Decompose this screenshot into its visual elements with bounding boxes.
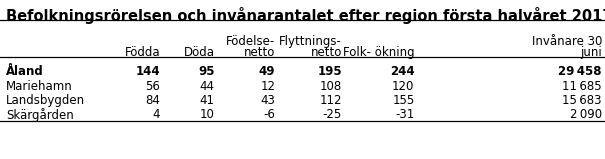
Text: 120: 120 (392, 80, 414, 93)
Text: -6: -6 (263, 108, 275, 121)
Text: 4: 4 (153, 108, 160, 121)
Text: Flyttnings-: Flyttnings- (279, 35, 342, 48)
Text: 43: 43 (260, 94, 275, 107)
Text: netto: netto (310, 46, 342, 59)
Text: 84: 84 (145, 94, 160, 107)
Text: 44: 44 (200, 80, 215, 93)
Text: 56: 56 (145, 80, 160, 93)
Text: 108: 108 (319, 80, 342, 93)
Text: juni: juni (580, 46, 602, 59)
Text: netto: netto (244, 46, 275, 59)
Text: Åland: Åland (6, 65, 44, 78)
Text: Befolkningsrörelsen och invånarantalet efter region första halvåret 2017: Befolkningsrörelsen och invånarantalet e… (6, 7, 605, 24)
Text: 10: 10 (200, 108, 215, 121)
Text: Födelse-: Födelse- (226, 35, 275, 48)
Text: 195: 195 (317, 65, 342, 78)
Text: Döda: Döda (184, 46, 215, 59)
Text: Invånare 30: Invånare 30 (532, 35, 602, 48)
Text: -31: -31 (395, 108, 414, 121)
Text: 144: 144 (136, 65, 160, 78)
Text: 2 090: 2 090 (570, 108, 602, 121)
Text: 244: 244 (390, 65, 414, 78)
Text: 95: 95 (198, 65, 215, 78)
Text: Födda: Födda (125, 46, 160, 59)
Text: 112: 112 (319, 94, 342, 107)
Text: 12: 12 (260, 80, 275, 93)
Text: Mariehamn: Mariehamn (6, 80, 73, 93)
Text: 29 458: 29 458 (558, 65, 602, 78)
Text: 49: 49 (259, 65, 275, 78)
Text: Landsbygden: Landsbygden (6, 94, 85, 107)
Text: Folk- ökning: Folk- ökning (343, 46, 414, 59)
Text: 41: 41 (200, 94, 215, 107)
Text: Skärgården: Skärgården (6, 108, 74, 122)
Text: 155: 155 (392, 94, 414, 107)
Text: -25: -25 (322, 108, 342, 121)
Text: 15 683: 15 683 (563, 94, 602, 107)
Text: 11 685: 11 685 (563, 80, 602, 93)
